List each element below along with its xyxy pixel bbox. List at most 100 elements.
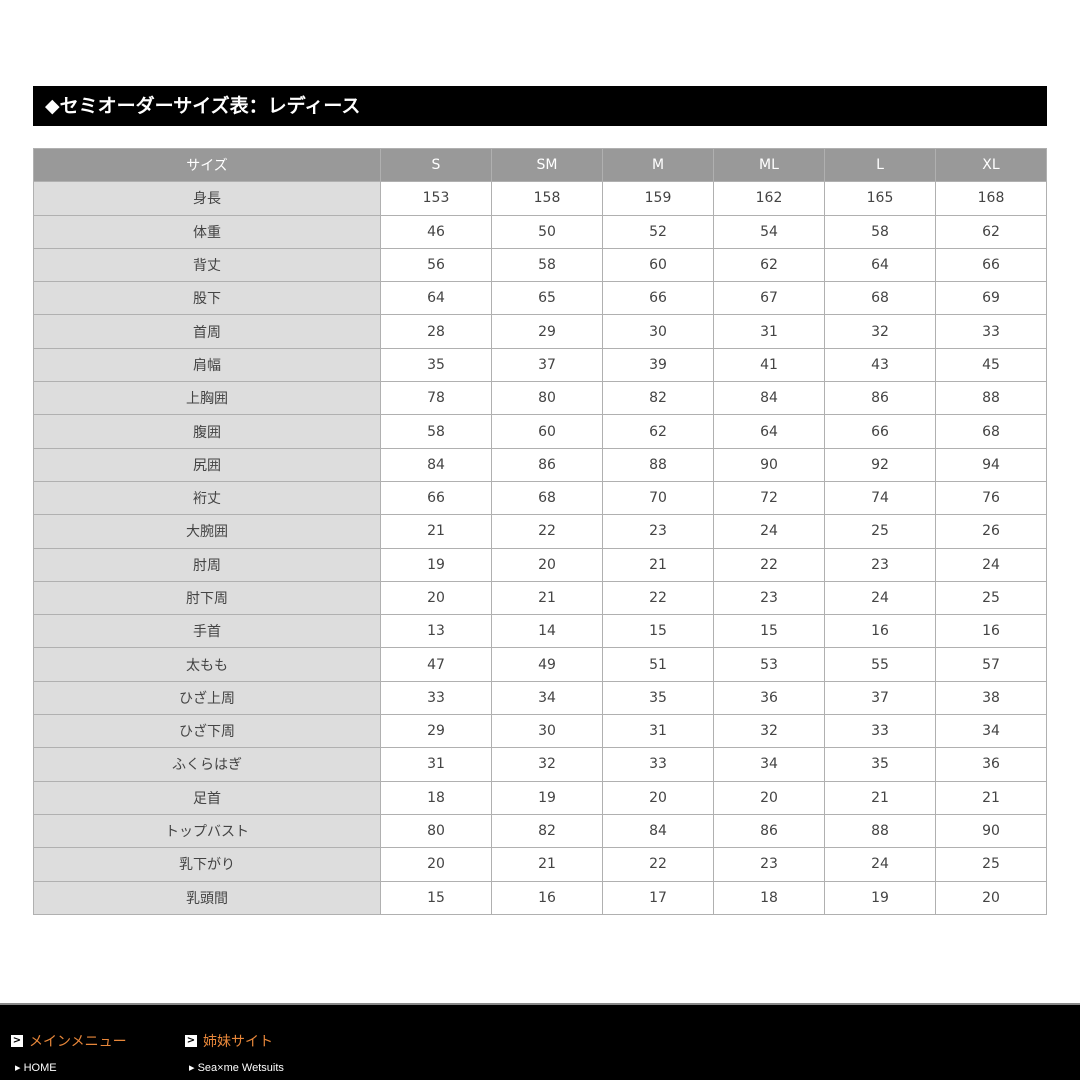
cell-value: 30	[491, 714, 603, 749]
cell-value: 20	[491, 547, 603, 582]
cell-value: 64	[380, 281, 492, 316]
cell-value: 84	[380, 447, 492, 482]
cell-value: 78	[380, 381, 492, 416]
cell-value: 64	[824, 247, 936, 283]
cell-value: 23	[713, 847, 825, 882]
table-row: 背丈 56 58 60 62 64 66	[33, 247, 1047, 283]
cell-value: 31	[713, 314, 825, 349]
cell-value: 32	[713, 714, 825, 749]
table-row: 体重 46 50 52 54 58 62	[33, 214, 1047, 249]
cell-value: 26	[935, 514, 1047, 549]
row-label: 股下	[33, 281, 381, 316]
cell-value: 20	[713, 780, 825, 815]
cell-value: 23	[824, 547, 936, 582]
footer-link-home[interactable]: ▸ HOME	[15, 1062, 57, 1074]
cell-value: 45	[935, 347, 1047, 383]
column-header: XL	[935, 147, 1047, 183]
table-row: 肘下周 20 21 22 23 24 25	[33, 580, 1047, 616]
cell-value: 53	[713, 647, 825, 682]
row-label: ひざ下周	[33, 714, 381, 749]
cell-value: 65	[491, 281, 603, 316]
cell-value: 37	[824, 680, 936, 716]
cell-value: 25	[935, 847, 1047, 882]
cell-value: 21	[380, 514, 492, 549]
cell-value: 62	[602, 414, 714, 449]
cell-value: 36	[713, 680, 825, 716]
cell-value: 90	[935, 813, 1047, 849]
cell-value: 74	[824, 480, 936, 516]
cell-value: 19	[824, 880, 936, 915]
row-label: 足首	[33, 780, 381, 815]
cell-value: 20	[935, 880, 1047, 915]
cell-value: 15	[380, 880, 492, 915]
cell-value: 20	[380, 847, 492, 882]
cell-value: 162	[713, 181, 825, 216]
cell-value: 68	[935, 414, 1047, 449]
row-label: 肘下周	[33, 580, 381, 616]
cell-value: 21	[824, 780, 936, 815]
cell-value: 64	[713, 414, 825, 449]
column-header: サイズ	[33, 147, 381, 183]
column-header: ML	[713, 147, 825, 183]
table-row: 身長 153 158 159 162 165 168	[33, 181, 1047, 216]
row-label: トップバスト	[33, 813, 381, 849]
row-label: 尻囲	[33, 447, 381, 482]
table-row: 乳下がり 20 21 22 23 24 25	[33, 847, 1047, 882]
cell-value: 43	[824, 347, 936, 383]
cell-value: 32	[491, 747, 603, 782]
cell-value: 82	[491, 813, 603, 849]
chevron-right-icon: >	[185, 1035, 197, 1047]
cell-value: 39	[602, 347, 714, 383]
cell-value: 31	[602, 714, 714, 749]
cell-value: 15	[602, 614, 714, 649]
row-label: 太もも	[33, 647, 381, 682]
cell-value: 88	[602, 447, 714, 482]
cell-value: 90	[713, 447, 825, 482]
cell-value: 16	[491, 880, 603, 915]
cell-value: 86	[491, 447, 603, 482]
cell-value: 23	[602, 514, 714, 549]
cell-value: 33	[380, 680, 492, 716]
cell-value: 49	[491, 647, 603, 682]
cell-value: 30	[602, 314, 714, 349]
sister-sites-heading-text: 姉妹サイト	[203, 1034, 273, 1050]
column-header: M	[602, 147, 714, 183]
cell-value: 159	[602, 181, 714, 216]
cell-value: 22	[602, 847, 714, 882]
table-row: 股下 64 65 66 67 68 69	[33, 281, 1047, 316]
table-row: 大腕囲 21 22 23 24 25 26	[33, 514, 1047, 549]
cell-value: 92	[824, 447, 936, 482]
table-row: 乳頭間 15 16 17 18 19 20	[33, 880, 1047, 915]
seaxme-link[interactable]: Sea×me Wetsuits	[197, 1062, 284, 1074]
cell-value: 88	[935, 381, 1047, 416]
page-title: ◆セミオーダーサイズ表：レディース	[33, 86, 1047, 126]
cell-value: 165	[824, 181, 936, 216]
cell-value: 55	[824, 647, 936, 682]
size-table: サイズ S SM M ML L XL 身長 153 158 159 162 165 168 体重 46 50 5…	[33, 147, 1047, 915]
column-header: S	[380, 147, 492, 183]
table-row: 肘周 19 20 21 22 23 24	[33, 547, 1047, 582]
table-row: ふくらはぎ 31 32 33 34 35 36	[33, 747, 1047, 782]
table-row: 首周 28 29 30 31 32 33	[33, 314, 1047, 349]
cell-value: 25	[935, 580, 1047, 616]
row-label: 腹囲	[33, 414, 381, 449]
cell-value: 37	[491, 347, 603, 383]
home-link[interactable]: HOME	[23, 1062, 57, 1074]
column-header: L	[824, 147, 936, 183]
row-label: 体重	[33, 214, 381, 249]
table-header-row: サイズ S SM M ML L XL	[33, 147, 1047, 183]
cell-value: 67	[713, 281, 825, 316]
cell-value: 60	[491, 414, 603, 449]
cell-value: 22	[602, 580, 714, 616]
cell-value: 84	[713, 381, 825, 416]
row-label: ふくらはぎ	[33, 747, 381, 782]
cell-value: 84	[602, 813, 714, 849]
cell-value: 47	[380, 647, 492, 682]
footer: > メインメニュー ▸ HOME > 姉妹サイト ▸ Sea×me Wetsui…	[0, 1003, 1080, 1080]
cell-value: 15	[713, 614, 825, 649]
table-row: 腹囲 58 60 62 64 66 68	[33, 414, 1047, 449]
cell-value: 51	[602, 647, 714, 682]
cell-value: 20	[602, 780, 714, 815]
footer-link-seaxme[interactable]: ▸ Sea×me Wetsuits	[189, 1062, 284, 1074]
row-label: ひざ上周	[33, 680, 381, 716]
